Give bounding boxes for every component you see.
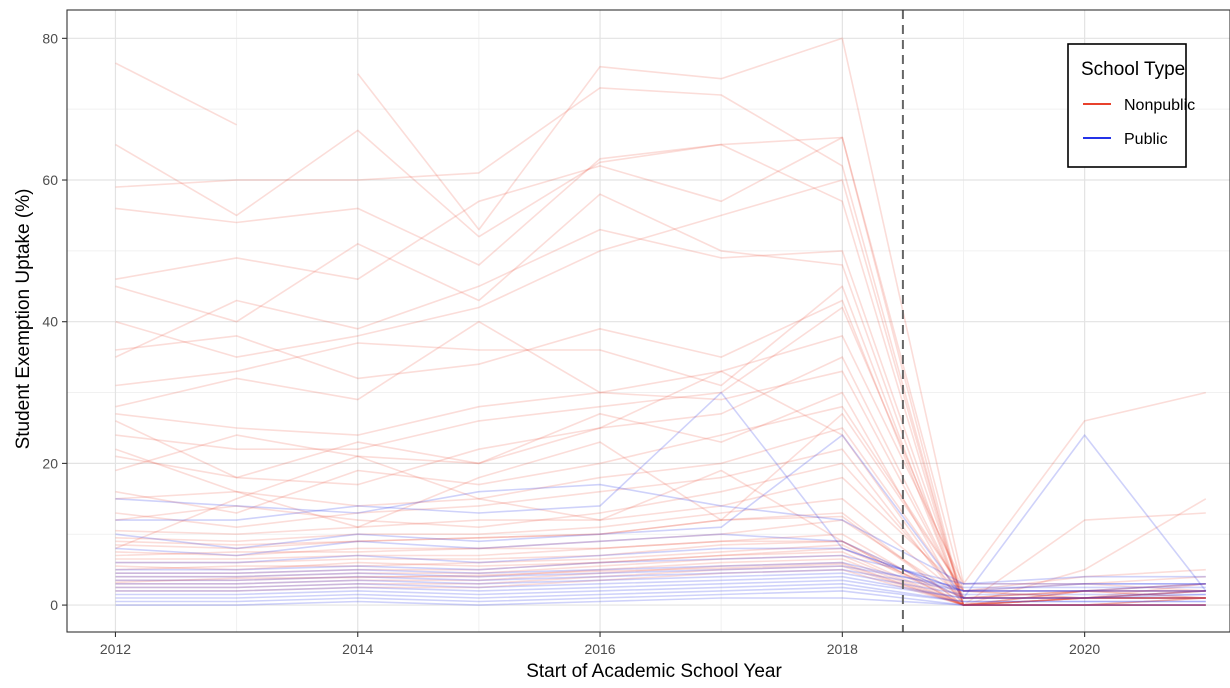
series-line-public (115, 434, 1207, 599)
series-line-nonpublic (115, 551, 1206, 606)
series-line-public (115, 583, 1206, 603)
series-line-public (115, 561, 1206, 592)
series-line-nonpublic (115, 285, 1206, 606)
series-line-nonpublic (115, 476, 1206, 592)
x-tick-label: 2014 (342, 641, 373, 657)
series-line-nonpublic (115, 179, 1206, 606)
series-line-nonpublic (115, 544, 1206, 606)
series-line-nonpublic (115, 515, 1206, 606)
series-line-nonpublic (115, 299, 1206, 606)
y-tick-label: 80 (42, 30, 58, 46)
series-line-public (115, 572, 1206, 596)
series-line-nonpublic (115, 547, 1206, 599)
series-line-public (115, 590, 1206, 606)
axes: 2012 2014 2016 2018 2020 0 20 40 60 80 (42, 30, 1100, 657)
series-line-nonpublic (115, 540, 1206, 606)
series-line-nonpublic (115, 519, 1206, 599)
legend-box (1067, 43, 1187, 168)
series-line-nonpublic (115, 228, 1206, 599)
series-lines (115, 37, 1207, 606)
plot-panel-border (66, 9, 1230, 633)
series-line-public (115, 483, 1206, 585)
series-line-nonpublic (115, 193, 1206, 606)
series-line-nonpublic (115, 565, 1206, 606)
series-line-nonpublic (115, 448, 1206, 606)
x-tick-label: 2012 (100, 641, 131, 657)
series-line-public (115, 575, 1206, 599)
series-line-nonpublic (115, 370, 1206, 606)
x-tick-label: 2020 (1069, 641, 1100, 657)
series-line-public (115, 568, 1206, 592)
legend: School Type Nonpublic Public (1067, 43, 1195, 168)
legend-label-public: Public (1124, 131, 1168, 148)
series-line-nonpublic (115, 143, 1206, 606)
series-line-nonpublic (115, 455, 1206, 606)
grid-lines (67, 10, 1230, 632)
series-line-nonpublic (115, 498, 1206, 599)
series-line-nonpublic (115, 533, 1206, 606)
y-axis-label: Student Exemption Uptake (%) (13, 189, 34, 450)
x-axis-label: Start of Academic School Year (526, 661, 782, 682)
series-line-nonpublic (115, 462, 1206, 599)
series-line-nonpublic (115, 405, 1206, 592)
series-line-nonpublic (115, 335, 1206, 585)
series-line-public (115, 565, 1206, 589)
series-line-nonpublic (115, 554, 1206, 606)
x-tick-label: 2018 (827, 641, 858, 657)
legend-title: School Type (1081, 59, 1185, 80)
series-line-public (115, 579, 1206, 599)
series-line-nonpublic (115, 427, 1206, 599)
series-line-public (115, 391, 1206, 592)
series-line-public (115, 547, 1206, 592)
series-line-nonpublic (115, 320, 1206, 599)
series-line-public (115, 554, 1206, 585)
y-tick-label: 60 (42, 172, 58, 188)
legend-label-nonpublic: Nonpublic (1124, 97, 1195, 114)
series-line-nonpublic (115, 512, 1206, 606)
series-line-nonpublic (115, 136, 1206, 592)
x-tick-label: 2016 (584, 641, 615, 657)
series-line-nonpublic (115, 563, 1206, 606)
series-line-nonpublic (115, 129, 1207, 606)
series-line-nonpublic (115, 540, 1206, 599)
series-line-nonpublic (115, 561, 1206, 606)
y-tick-label: 40 (42, 314, 58, 330)
series-line-nonpublic (115, 87, 1206, 606)
series-line-nonpublic (115, 558, 1206, 606)
series-line-nonpublic (115, 356, 1206, 599)
series-line-nonpublic (115, 568, 1206, 606)
series-line-public (115, 597, 1206, 606)
y-tick-label: 20 (42, 455, 58, 471)
series-line-nonpublic (115, 391, 1206, 606)
series-line-nonpublic (115, 62, 237, 126)
series-line-public (115, 586, 1206, 603)
y-tick-label: 0 (50, 597, 58, 613)
series-line-nonpublic (115, 413, 1206, 599)
series-line-nonpublic (115, 306, 1206, 599)
series-line-public (115, 533, 1206, 599)
series-line-nonpublic (357, 37, 1206, 585)
